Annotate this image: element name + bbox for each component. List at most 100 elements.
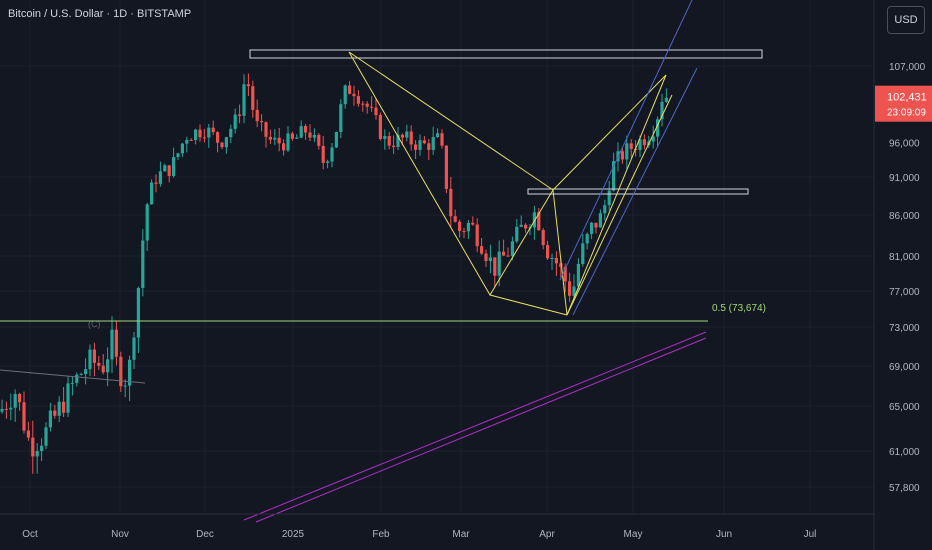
candle-body	[607, 190, 611, 206]
candle-body	[62, 401, 66, 413]
harmonic-pattern-xb	[348, 51, 554, 191]
candle-body	[466, 222, 470, 232]
candle-body	[453, 216, 457, 222]
candle-body	[378, 114, 382, 139]
time-tick-label: 2025	[282, 529, 305, 540]
candle-body	[304, 126, 308, 133]
time-tick-label: May	[624, 529, 643, 540]
price-axis	[874, 0, 932, 550]
time-tick-label: Nov	[111, 529, 129, 540]
last-price-badge	[875, 85, 932, 122]
candle-body	[352, 93, 356, 97]
candle-body	[343, 85, 347, 105]
fib-level-label: 0.5 (73,674)	[712, 303, 766, 314]
candle-body	[110, 329, 114, 360]
candle-body	[255, 109, 259, 122]
candle-body	[475, 224, 479, 247]
candle-body	[638, 139, 642, 151]
candle-body	[308, 132, 312, 138]
candle-body	[40, 445, 44, 452]
candle-body	[233, 114, 237, 129]
candle-body	[180, 143, 184, 154]
candle-body	[497, 251, 501, 276]
harmonic-pattern-cd	[566, 94, 673, 316]
candle-body	[493, 257, 497, 276]
price-tick-label: 96,000	[889, 138, 920, 149]
last-price-label: 102,431	[887, 92, 927, 104]
candle-body	[418, 140, 422, 150]
candle-body	[502, 251, 506, 256]
candle-body	[295, 137, 299, 139]
channel-lower-line	[572, 67, 698, 316]
candle-body	[57, 401, 61, 416]
candle-body	[317, 134, 321, 146]
candle-body	[136, 287, 140, 338]
support-line-lower	[255, 337, 707, 523]
candle-body	[656, 119, 660, 137]
candle-body	[581, 243, 585, 264]
candle-body	[26, 430, 30, 438]
candle-body	[484, 253, 488, 261]
candle-body	[88, 349, 92, 370]
candle-body	[594, 222, 598, 228]
time-tick-label: Jul	[804, 529, 817, 540]
candle-body	[123, 385, 127, 387]
candle-body	[75, 374, 79, 383]
candle-body	[260, 121, 264, 123]
candle-body	[35, 451, 39, 457]
candle-body	[365, 103, 369, 107]
candle-body	[488, 257, 492, 261]
candle-body	[246, 84, 250, 87]
candle-body	[264, 122, 268, 137]
candle-body	[449, 188, 453, 217]
candle-body	[44, 427, 48, 446]
candle-body	[568, 281, 572, 296]
candle-body	[334, 131, 338, 148]
candle-body	[590, 222, 594, 234]
time-tick-label: Dec	[196, 529, 214, 540]
candle-body	[510, 241, 514, 256]
candle-body	[598, 213, 602, 228]
candle-body	[519, 224, 523, 227]
candle-body	[158, 171, 162, 184]
candle-body	[79, 374, 83, 376]
currency-button[interactable]: USD	[887, 6, 925, 34]
candle-body	[444, 145, 448, 189]
candle-body	[172, 157, 176, 176]
price-tick-label: 65,000	[889, 402, 920, 413]
candles	[0, 73, 668, 474]
candle-body	[554, 257, 558, 264]
candle-body	[312, 134, 316, 138]
candle-body	[392, 145, 396, 147]
candle-body	[515, 226, 519, 242]
candle-body	[651, 136, 655, 142]
candle-body	[620, 151, 624, 160]
candle-body	[370, 106, 374, 108]
candle-body	[348, 85, 352, 94]
trend-line-oct	[0, 369, 146, 384]
candle-body	[238, 114, 242, 116]
candle-body	[559, 263, 563, 267]
candle-body	[405, 131, 409, 138]
candle-body	[66, 383, 70, 413]
candle-body	[211, 127, 215, 133]
candle-body	[194, 129, 198, 141]
candle-body	[400, 134, 404, 138]
candle-body	[629, 143, 633, 149]
candle-body	[576, 263, 580, 287]
candle-body	[537, 212, 541, 230]
candle-body	[374, 107, 378, 115]
candle-body	[361, 103, 365, 105]
candle-body	[9, 407, 13, 410]
candle-body	[422, 140, 426, 144]
price-tick-label: 91,000	[889, 173, 920, 184]
candle-body	[114, 329, 118, 357]
candle-body	[202, 137, 206, 139]
candle-body	[207, 127, 211, 138]
candle-body	[119, 356, 123, 387]
channel-upper-line	[559, 0, 693, 281]
candle-body	[440, 133, 444, 146]
time-tick-label: Mar	[452, 529, 470, 540]
candle-body	[277, 137, 281, 144]
